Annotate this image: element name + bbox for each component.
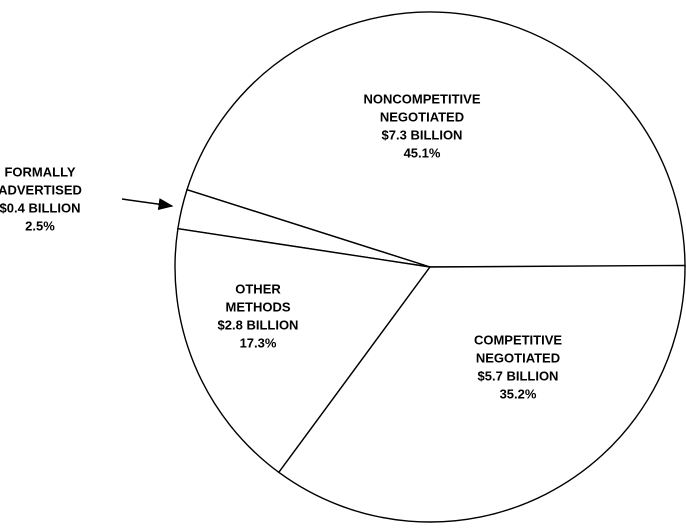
amount-label: $2.8 BILLION [218,317,299,332]
slice-label: NEGOTIATED [476,350,560,365]
value-label: 2.5% [25,218,55,233]
slice-label: NONCOMPETITIVE [363,91,480,106]
pie-slice [174,227,432,474]
slice-label: FORMALLY [4,164,75,179]
pie-slice [277,264,686,523]
slice-label: ADVERTISED [0,182,82,197]
amount-label: $0.4 BILLION [0,200,80,215]
amount-label: $5.7 BILLION [478,368,559,383]
slice-label: OTHER [235,281,281,296]
slice-label: NEGOTIATED [380,109,464,124]
amount-label: $7.3 BILLION [382,127,463,142]
slice-label: METHODS [226,299,291,314]
value-label: 17.3% [240,335,277,350]
value-label: 35.2% [500,386,537,401]
value-label: 45.1% [404,145,441,160]
label-arrow [121,198,174,211]
pie-slice [186,11,686,268]
slice-label: COMPETITIVE [474,332,562,347]
